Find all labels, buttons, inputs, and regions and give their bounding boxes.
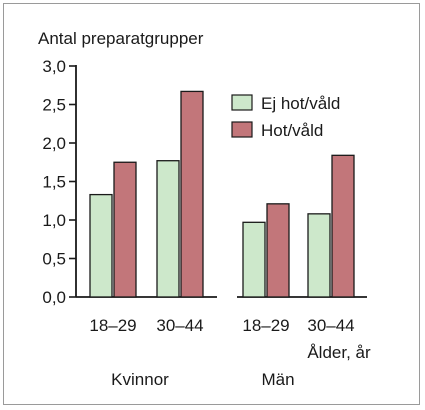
x-group-label: Män [261, 370, 294, 389]
x-tick-label: 30–44 [307, 316, 354, 335]
y-tick-label: 0,5 [42, 250, 66, 269]
x-axis-label: Ålder, år [307, 343, 371, 362]
legend: Ej hot/våld Hot/våld [231, 94, 340, 140]
x-tick-label: 30–44 [156, 316, 203, 335]
bar [89, 193, 113, 298]
y-tick-label: 0,0 [42, 288, 66, 307]
y-tick-labels: 0,0 0,5 1,0 1,5 2,0 2,5 3,0 [42, 57, 66, 307]
legend-label: Hot/våld [261, 121, 323, 140]
bar [242, 221, 266, 298]
y-tick-label: 1,5 [42, 173, 66, 192]
x-tick-labels: 18–29 30–44 Kvinnor 18–29 30–44 Män [89, 316, 354, 389]
y-tick-label: 2,5 [42, 96, 66, 115]
bar [156, 160, 180, 298]
legend-label: Ej hot/våld [261, 94, 340, 113]
bar [180, 90, 204, 298]
legend-swatch [231, 94, 253, 111]
x-tick-label: 18–29 [89, 316, 136, 335]
bar [113, 161, 137, 298]
bar [266, 203, 290, 298]
y-tick-label: 3,0 [42, 57, 66, 76]
bar [307, 213, 331, 298]
bar [331, 154, 355, 298]
x-tick-label: 18–29 [242, 316, 289, 335]
x-group-label: Kvinnor [111, 370, 169, 389]
bars [89, 90, 355, 298]
y-tick-label: 1,0 [42, 211, 66, 230]
legend-swatch [231, 121, 253, 138]
y-tick-label: 2,0 [42, 134, 66, 153]
chart-title: Antal preparatgrupper [38, 29, 204, 48]
